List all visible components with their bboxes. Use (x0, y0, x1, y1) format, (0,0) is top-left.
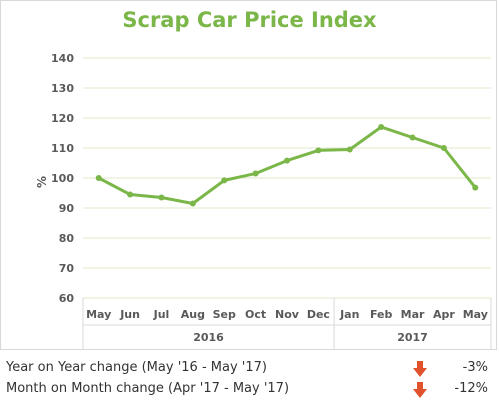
x-tick-label: Apr (433, 308, 455, 321)
data-point (440, 145, 447, 151)
x-group-label: 2017 (397, 331, 428, 344)
data-point (346, 146, 353, 153)
x-tick-label: Jun (119, 308, 140, 321)
x-tick-label: Dec (307, 308, 330, 321)
x-tick-label: Oct (245, 308, 266, 321)
x-tick-label: Jul (153, 308, 170, 321)
data-point (472, 184, 479, 191)
y-tick-label: 120 (51, 112, 74, 125)
data-point (221, 177, 228, 184)
x-tick-label: May (86, 308, 111, 321)
y-tick-label: 100 (51, 172, 74, 185)
x-group-label: 2016 (193, 331, 224, 344)
data-point (378, 124, 385, 130)
month-on-month-label: Month on Month change (Apr '17 - May '17… (6, 381, 290, 396)
line-chart: 60 70 80 90 100 110 120 130 140% 2016 2017 May Jun Ju… (35, 52, 492, 349)
y-tick-label: 60 (59, 292, 75, 305)
year-on-year-label: Year on Year change (May '16 - May '17) (6, 360, 267, 375)
month-on-month-value: -12% (454, 381, 488, 396)
data-point (409, 134, 416, 141)
x-tick-label: Sep (213, 308, 236, 321)
chart-title: Scrap Car Price Index (122, 8, 377, 32)
year-on-year-row: Year on Year change (May '16 - May '17) … (6, 360, 494, 378)
down-arrow-icon (413, 361, 427, 377)
data-point (189, 200, 196, 207)
month-on-month-row: Month on Month change (Apr '17 - May '17… (6, 381, 494, 399)
down-arrow-icon (413, 382, 427, 398)
y-tick-label: 110 (51, 142, 74, 155)
x-tick-label: Feb (370, 308, 393, 321)
chart-frame (0, 0, 497, 350)
x-tick-label: Jan (339, 308, 359, 321)
year-on-year-value: -3% (462, 360, 488, 375)
y-tick-label: 140 (51, 52, 74, 65)
data-point (127, 191, 134, 198)
x-tick-label: Aug (181, 308, 205, 321)
x-tick-label: May (463, 308, 488, 321)
series-line (97, 125, 477, 205)
data-point (158, 194, 165, 201)
y-axis-label: % (35, 176, 49, 188)
data-point (95, 175, 102, 181)
y-tick-label: 70 (59, 262, 75, 275)
y-tick-label: 90 (59, 202, 75, 215)
y-tick-label: 80 (59, 232, 75, 245)
data-point (284, 157, 290, 164)
data-point (315, 147, 322, 154)
data-point (252, 170, 259, 177)
y-tick-label: 130 (51, 82, 74, 95)
x-tick-label: Nov (275, 308, 300, 321)
x-tick-label: Mar (401, 308, 425, 321)
